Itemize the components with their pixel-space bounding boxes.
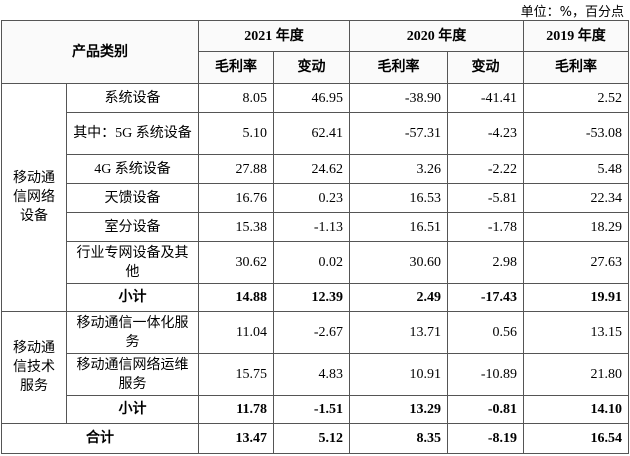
table-cell: 移动通信网络设备 [1,83,67,312]
table-cell: 变动 [447,51,524,84]
table-row: 小计 11.78 -1.51 13.29 -0.81 14.10 [2,395,629,424]
table-cell: 2019 年度 [523,20,629,52]
table-row: 室分设备 15.38 -1.13 16.51 -1.78 18.29 [2,212,629,242]
table-cell: 行业专网设备及其他 [66,241,199,284]
table-cell: 19.91 [523,283,629,312]
table-cell: 15.38 [198,212,274,242]
table-cell: 16.54 [523,423,629,454]
unit-note: 单位：%，百分点 [520,5,624,20]
table-cell: 62.41 [273,112,350,155]
table-cell: 16.53 [349,183,448,213]
table-cell: 16.76 [198,183,274,213]
table-cell: 13.29 [349,395,448,424]
table-cell: 5.48 [523,154,629,184]
table-cell: 22.34 [523,183,629,213]
table-row: 毛利率 变动 毛利率 变动 毛利率 [2,51,629,84]
table-cell: 2.98 [447,241,524,284]
table-cell: 3.26 [349,154,448,184]
table-cell: -38.90 [349,83,448,113]
table-cell: 14.10 [523,395,629,424]
table-cell: 5.10 [198,112,274,155]
table-row: 产品类别 2021 年度 2020 年度 2019 年度 [1,20,629,84]
table-cell: 0.56 [447,311,524,354]
table-cell: 移动通信技术服务 [1,311,67,424]
table-cell: -10.89 [447,353,524,396]
table-cell: 0.23 [273,183,350,213]
table-cell: 2.49 [349,283,448,312]
table-cell: 其中：5G 系统设备 [66,112,199,155]
table-row: 行业专网设备及其他 30.62 0.02 30.60 2.98 27.63 [2,241,629,284]
table-row: 移动通信网络运维服务 15.75 4.83 10.91 -10.89 21.80 [2,353,629,396]
table-cell: 2.52 [523,83,629,113]
table-cell: 移动通信网络运维服务 [66,353,199,396]
table-cell: 天馈设备 [66,183,199,213]
table-row: 4G 系统设备 27.88 24.62 3.26 -2.22 5.48 [2,154,629,184]
table-cell: 24.62 [273,154,350,184]
table-cell: 27.63 [523,241,629,284]
table-cell: 12.39 [273,283,350,312]
table-cell: -0.81 [447,395,524,424]
table-cell: 30.62 [198,241,274,284]
table-cell: 2021 年度 [198,20,350,52]
table-cell: 10.91 [349,353,448,396]
table-cell: -1.13 [273,212,350,242]
table-cell: 2020 年度 [349,20,524,52]
table-cell: 8.05 [198,83,274,113]
table-cell: -17.43 [447,283,524,312]
table-cell: -1.51 [273,395,350,424]
table-cell: 11.78 [198,395,274,424]
table-cell: 室分设备 [66,212,199,242]
table-row: 移动通信网络设备 系统设备 8.05 46.95 -38.90 -41.41 2.52 [1,83,629,312]
table-cell: 46.95 [273,83,350,113]
table-cell: 21.80 [523,353,629,396]
table-cell: 18.29 [523,212,629,242]
table-row: 移动通信技术服务 移动通信一体化服务 11.04 -2.67 13.71 0.56 13.1… [1,311,629,424]
table-cell: -2.22 [447,154,524,184]
table-cell: -41.41 [447,83,524,113]
table-cell: 产品类别 [1,20,199,84]
table-cell: 4.83 [273,353,350,396]
table-body: 产品类别 2021 年度 2020 年度 2019 年度 毛利率 变动 毛利率 变动 毛利率 移动… [1,20,629,454]
table-cell: 小计 [66,283,199,312]
table-cell: 5.12 [273,423,350,454]
table-cell: 毛利率 [523,51,629,84]
table-cell: 合计 [1,423,199,454]
table-cell: 14.88 [198,283,274,312]
table-cell: 变动 [273,51,350,84]
table-cell: 13.71 [349,311,448,354]
table-cell: 13.47 [198,423,274,454]
table-cell: 系统设备 [66,83,199,113]
table-cell: 11.04 [198,311,274,354]
table-row: 合计 13.47 5.12 8.35 -8.19 16.54 [1,423,629,454]
table-cell: -4.23 [447,112,524,155]
table-cell: 27.88 [198,154,274,184]
table-cell: -2.67 [273,311,350,354]
table-cell: 小计 [66,395,199,424]
table-row: 天馈设备 16.76 0.23 16.53 -5.81 22.34 [2,183,629,213]
table-cell: 毛利率 [198,51,274,84]
table-cell: -5.81 [447,183,524,213]
table-cell: -1.78 [447,212,524,242]
table-cell: -57.31 [349,112,448,155]
table-cell: 4G 系统设备 [66,154,199,184]
table-cell: -53.08 [523,112,629,155]
table-cell: 毛利率 [349,51,448,84]
margin-table: 产品类别 2021 年度 2020 年度 2019 年度 毛利率 变动 毛利率 变动 毛利率 移动… [1,20,629,454]
table-row: 其中：5G 系统设备 5.10 62.41 -57.31 -4.23 -53.08 [2,112,629,155]
table-cell: 30.60 [349,241,448,284]
table-row: 小计 14.88 12.39 2.49 -17.43 19.91 [2,283,629,312]
table-cell: 8.35 [349,423,448,454]
table-cell: 16.51 [349,212,448,242]
table-cell: -8.19 [447,423,524,454]
table-cell: 移动通信一体化服务 [66,311,199,354]
table-cell: 13.15 [523,311,629,354]
table-cell: 0.02 [273,241,350,284]
table-cell: 15.75 [198,353,274,396]
